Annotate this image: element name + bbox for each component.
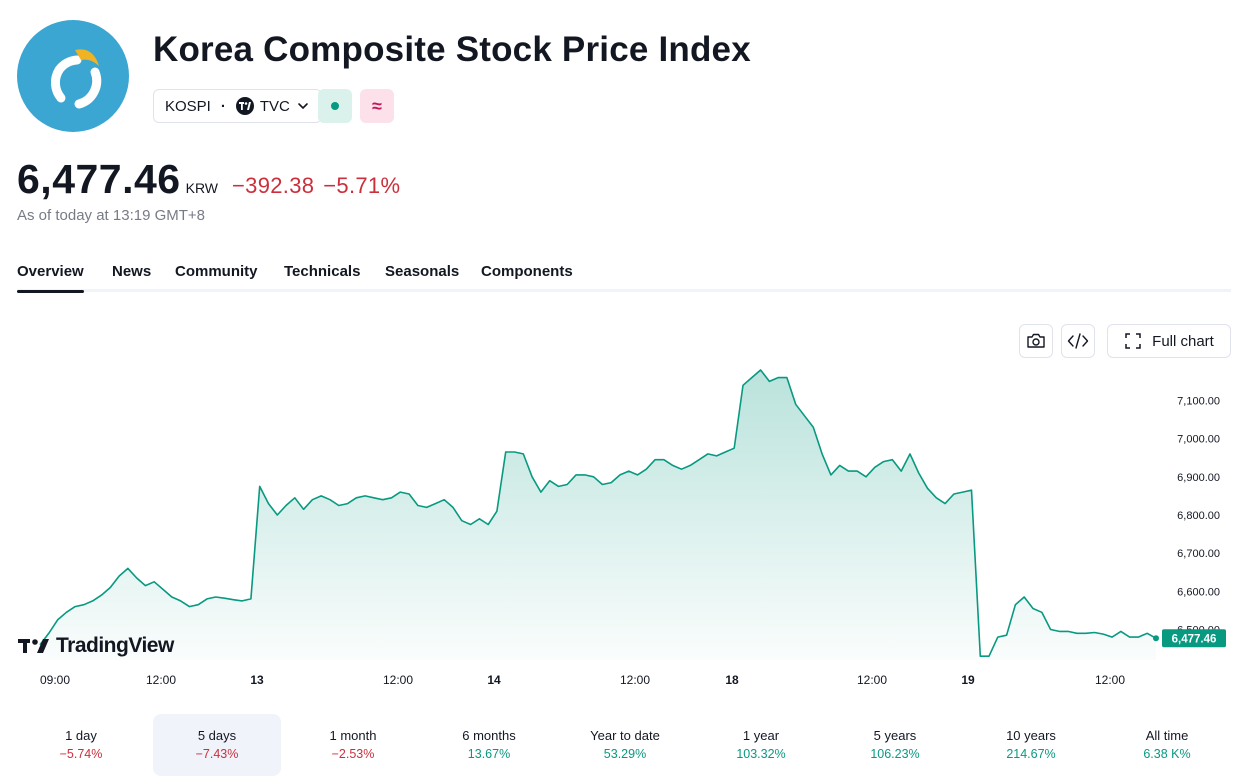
period-1-year[interactable]: 1 year 103.32% xyxy=(697,714,825,776)
x-axis-tick-label: 09:00 xyxy=(40,673,70,687)
price-area xyxy=(40,370,1156,660)
last-price-tag-label: 6,477.46 xyxy=(1172,633,1217,645)
kospi-logo-icon xyxy=(17,20,129,132)
quote-timestamp: As of today at 13:19 GMT+8 xyxy=(17,207,206,224)
quote-row: 6,477.46 KRW −392.38 −5.71% xyxy=(17,156,400,203)
period-value: 103.32% xyxy=(736,747,786,761)
period-year-to-date[interactable]: Year to date 53.29% xyxy=(561,714,689,776)
period-10-years[interactable]: 10 years 214.67% xyxy=(967,714,1095,776)
period-1-day[interactable]: 1 day −5.74% xyxy=(17,714,145,776)
y-axis-tick-label: 7,100.00 xyxy=(1177,396,1220,408)
last-price-tag: 6,477.46 xyxy=(1162,629,1226,648)
period-label: 10 years xyxy=(1006,728,1056,743)
period-5-days[interactable]: 5 days −7.43% xyxy=(153,714,281,776)
period-all-time[interactable]: All time 6.38 K% xyxy=(1103,714,1231,776)
exchange-label: TVC xyxy=(259,97,290,115)
x-axis-tick-label: 12:00 xyxy=(146,673,176,687)
embed-button[interactable] xyxy=(1061,324,1095,358)
x-axis-tick-label: 12:00 xyxy=(1095,673,1125,687)
x-axis-tick-label: 19 xyxy=(961,673,975,687)
y-axis-tick-label: 6,900.00 xyxy=(1177,472,1220,484)
y-axis-tick-label: 6,700.00 xyxy=(1177,548,1220,560)
camera-icon xyxy=(1027,333,1045,348)
period-5-years[interactable]: 5 years 106.23% xyxy=(831,714,959,776)
price-change: −392.38 xyxy=(232,173,315,198)
tradingview-badge-icon xyxy=(235,97,254,115)
period-value: 13.67% xyxy=(467,747,511,761)
tab-seasonals[interactable]: Seasonals xyxy=(385,263,460,280)
y-axis-tick-label: 6,600.00 xyxy=(1177,586,1220,598)
period-label: 6 months xyxy=(462,728,516,743)
period-label: All time xyxy=(1145,728,1189,743)
x-axis-tick-label: 12:00 xyxy=(383,673,413,687)
y-axis-tick-label: 7,000.00 xyxy=(1177,434,1220,446)
tradingview-logo-icon xyxy=(18,639,49,653)
price-chart[interactable]: 6,500.006,600.006,700.006,800.006,900.00… xyxy=(0,360,1243,700)
full-chart-button[interactable]: Full chart xyxy=(1107,324,1231,358)
period-label: 1 month xyxy=(329,728,377,743)
tradingview-wordmark: TradingView xyxy=(56,634,174,657)
tab-overview[interactable]: Overview xyxy=(17,263,84,293)
price-line xyxy=(39,369,1157,657)
period-6-months[interactable]: 6 months 13.67% xyxy=(425,714,553,776)
chevron-down-icon xyxy=(298,103,308,110)
tab-technicals[interactable]: Technicals xyxy=(284,263,361,280)
x-axis-tick-label: 18 xyxy=(725,673,739,687)
performance-periods: 1 day −5.74% 5 days −7.43% 1 month −2.53% 6… xyxy=(17,714,1231,776)
period-1-month[interactable]: 1 month −2.53% xyxy=(289,714,417,776)
snapshot-button[interactable] xyxy=(1019,324,1053,358)
last-price: 6,477.46 xyxy=(17,156,181,202)
separator-dot: · xyxy=(220,97,226,115)
period-value: 6.38 K% xyxy=(1143,747,1191,761)
price-change-percent: −5.71% xyxy=(323,173,401,198)
x-axis-tick-label: 13 xyxy=(250,673,264,687)
tradingview-watermark: TradingView xyxy=(18,634,174,658)
tab-news[interactable]: News xyxy=(112,263,152,280)
x-axis-tick-label: 12:00 xyxy=(620,673,650,687)
period-value: −2.53% xyxy=(331,747,375,761)
code-icon xyxy=(1067,333,1089,349)
period-label: Year to date xyxy=(590,728,660,743)
fullscreen-icon xyxy=(1125,333,1141,349)
tab-community[interactable]: Community xyxy=(175,263,258,280)
full-chart-label: Full chart xyxy=(1152,332,1214,350)
delayed-data-icon[interactable]: ≈ xyxy=(360,89,394,123)
page-title: Korea Composite Stock Price Index xyxy=(153,30,751,69)
symbol-label: KOSPI xyxy=(165,97,211,115)
period-value: 214.67% xyxy=(1006,747,1056,761)
y-axis-tick-label: 6,800.00 xyxy=(1177,510,1220,522)
x-axis-tick-label: 12:00 xyxy=(857,673,887,687)
period-value: 53.29% xyxy=(603,747,647,761)
period-value: 106.23% xyxy=(870,747,920,761)
symbol-exchange-selector[interactable]: KOSPI · TVC xyxy=(153,89,322,123)
period-value: −7.43% xyxy=(195,747,239,761)
period-label: 1 day xyxy=(65,728,97,743)
currency-label: KRW xyxy=(185,180,219,196)
period-label: 5 days xyxy=(197,728,237,743)
period-label: 1 year xyxy=(742,728,780,743)
tab-components[interactable]: Components xyxy=(481,263,573,280)
last-price-dot xyxy=(1153,635,1159,642)
period-value: −5.74% xyxy=(59,747,103,761)
x-axis-tick-label: 14 xyxy=(487,673,501,687)
tab-bar: Overview News Community Technicals Seaso… xyxy=(17,260,1231,293)
period-label: 5 years xyxy=(873,728,917,743)
market-open-status-icon[interactable] xyxy=(318,89,352,123)
